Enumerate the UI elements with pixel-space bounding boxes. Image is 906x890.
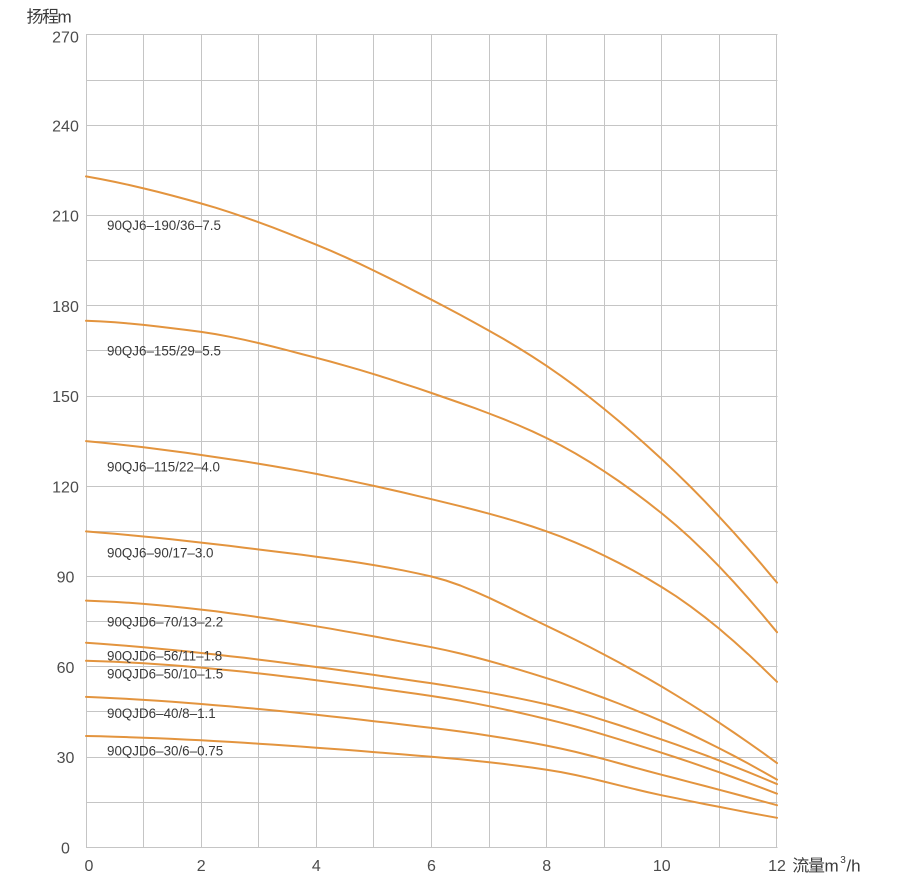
svg-text:90QJ6–190/36–7.5: 90QJ6–190/36–7.5: [107, 218, 221, 233]
svg-text:210: 210: [52, 209, 79, 226]
svg-text:120: 120: [52, 480, 79, 497]
svg-text:m: m: [825, 856, 839, 875]
svg-text:0: 0: [61, 841, 70, 858]
svg-text:30: 30: [57, 750, 75, 767]
svg-text:270: 270: [52, 30, 79, 47]
svg-text:m: m: [58, 8, 72, 27]
svg-text:8: 8: [542, 858, 551, 875]
svg-text:2: 2: [197, 858, 206, 875]
svg-text:6: 6: [427, 858, 436, 875]
svg-text:90QJ6–115/22–4.0: 90QJ6–115/22–4.0: [107, 460, 220, 475]
svg-text:60: 60: [57, 660, 75, 677]
svg-text:180: 180: [52, 299, 79, 316]
svg-text:90QJD6–40/8–1.1: 90QJD6–40/8–1.1: [107, 706, 216, 721]
svg-text:90QJ6–90/17–3.0: 90QJ6–90/17–3.0: [107, 546, 213, 561]
svg-text:240: 240: [52, 119, 79, 136]
svg-text:90QJD6–50/10–1.5: 90QJD6–50/10–1.5: [107, 667, 223, 682]
svg-text:90QJ6–155/29–5.5: 90QJ6–155/29–5.5: [107, 344, 221, 359]
svg-text:12: 12: [768, 858, 786, 875]
svg-text:150: 150: [52, 389, 79, 406]
svg-text:90: 90: [57, 570, 75, 587]
svg-text:/h: /h: [846, 856, 860, 875]
svg-text:0: 0: [85, 858, 94, 875]
svg-text:10: 10: [653, 858, 671, 875]
svg-text:4: 4: [312, 858, 321, 875]
svg-text:90QJD6–70/13–2.2: 90QJD6–70/13–2.2: [107, 615, 223, 630]
svg-text:3: 3: [840, 855, 846, 866]
svg-text:90QJD6–30/6–0.75: 90QJD6–30/6–0.75: [107, 744, 223, 759]
svg-text:90QJD6–56/11–1.8: 90QJD6–56/11–1.8: [107, 649, 222, 664]
